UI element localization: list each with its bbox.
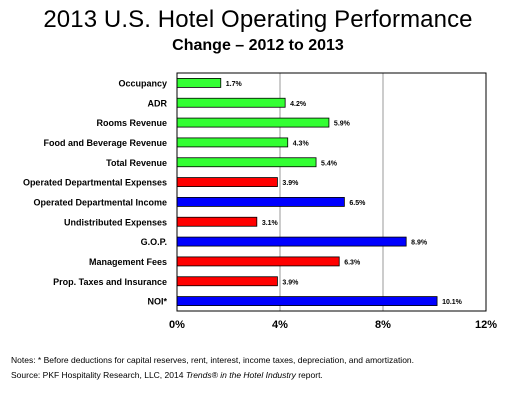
data-label: 3.1% <box>262 220 279 227</box>
bar <box>176 216 258 227</box>
category-label: Occupancy <box>118 78 167 88</box>
bar <box>176 197 345 207</box>
bar <box>176 78 222 88</box>
data-label: 4.2% <box>290 101 307 108</box>
category-label: G.O.P. <box>141 237 167 247</box>
data-label: 5.9% <box>334 121 351 128</box>
category-labels: Occupancy ADR Rooms Revenue Food and Bevera… <box>23 78 168 306</box>
category-label: Management Fees <box>89 257 167 267</box>
category-label: Prop. Taxes and Insurance <box>53 277 167 287</box>
notes-line: Notes: * Before deductions for capital r… <box>11 355 415 365</box>
x-tick-label: 0% <box>169 319 185 331</box>
bar <box>176 117 330 128</box>
bar <box>176 296 438 306</box>
data-label: 1.7% <box>226 81 243 88</box>
category-label: ADR <box>148 98 168 108</box>
bar <box>176 236 407 247</box>
data-label: 6.3% <box>344 259 361 266</box>
plot-area-border <box>176 72 487 312</box>
bar <box>176 177 278 187</box>
data-label: 8.9% <box>411 240 428 247</box>
footnotes: Notes: * Before deductions for capital r… <box>11 353 414 383</box>
bar <box>176 276 278 287</box>
x-axis-tick-labels: 0% 4% 8% 12% <box>169 319 497 331</box>
chart-subtitle: Change – 2012 to 2013 <box>172 37 344 54</box>
bar <box>176 157 317 168</box>
bar <box>176 256 340 267</box>
chart-title: 2013 U.S. Hotel Operating Performance <box>43 6 473 33</box>
category-label: Undistributed Expenses <box>64 217 167 227</box>
source-suffix: report. <box>295 370 323 380</box>
x-tick-label: 8% <box>375 319 391 331</box>
bars <box>176 78 438 306</box>
x-tick-label: 4% <box>272 319 288 331</box>
category-label: NOI* <box>147 297 167 307</box>
x-tick-label: 12% <box>475 319 497 331</box>
data-label: 3.9% <box>282 279 299 286</box>
data-label: 10.1% <box>442 299 463 306</box>
bar <box>176 97 286 108</box>
data-label: 3.9% <box>282 180 299 187</box>
category-label: Rooms Revenue <box>96 118 167 128</box>
source-publication: Trends® in the Hotel Industry <box>185 370 296 380</box>
grid-lines <box>279 73 384 311</box>
category-label: Operated Departmental Expenses <box>23 178 167 188</box>
source-prefix: Source: PKF Hospitality Research, LLC, 2… <box>11 370 186 380</box>
bar <box>176 137 289 148</box>
category-label: Operated Departmental Income <box>33 197 167 207</box>
category-label: Food and Beverage Revenue <box>43 138 167 148</box>
data-label: 5.4% <box>321 160 338 167</box>
source-line: Source: PKF Hospitality Research, LLC, 2… <box>11 368 414 383</box>
category-label: Total Revenue <box>106 158 167 168</box>
data-label: 6.5% <box>349 200 366 207</box>
data-label: 4.3% <box>293 140 310 147</box>
data-labels: 1.7% 4.2% 5.9% 4.3% 5.4% 3.9% 6.5% 3.1% 8.9% 6.3%… <box>226 81 463 306</box>
